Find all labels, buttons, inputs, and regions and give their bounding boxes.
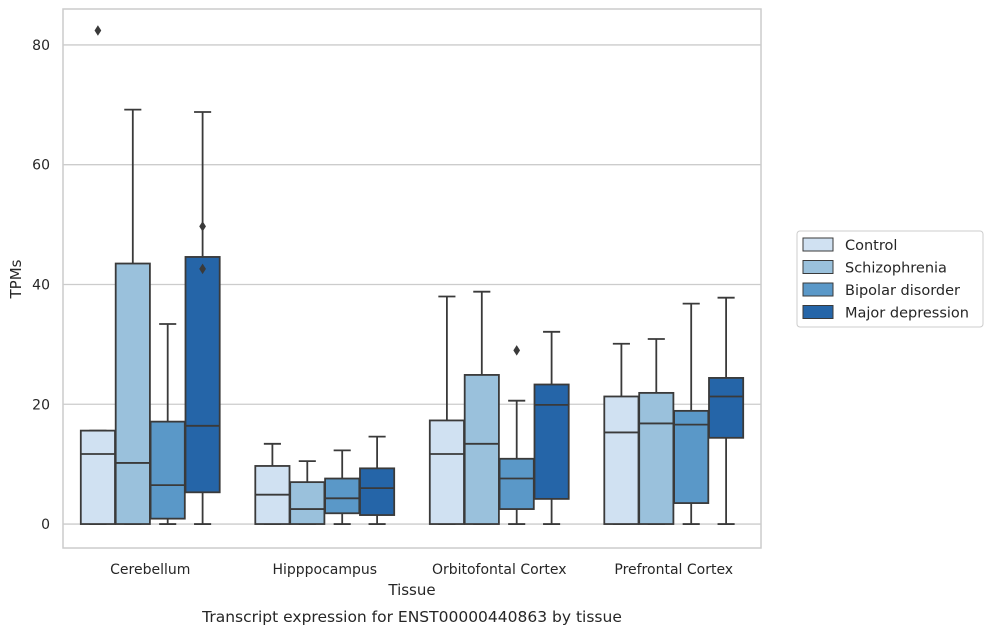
box-iqr [114,262,151,525]
box-iqr [498,457,535,510]
box-bipolar-disorder [498,345,535,525]
box-iqr [184,256,221,494]
legend-swatch [802,260,834,274]
box-iqr [324,477,361,515]
box-major-depression [708,296,745,525]
box-bipolar-disorder [673,302,710,525]
box-major-depression [359,435,396,525]
outlier-point [513,345,521,356]
y-tick-labels: 0 20 40 60 80 [32,38,50,533]
outlier-point [199,263,206,275]
x-tick-label: Prefrontal Cortex [614,562,733,578]
box-schizophrenia [638,338,675,525]
legend-swatch [802,282,834,297]
box-iqr [603,395,640,525]
legend-frame [796,230,984,328]
box-control [428,295,465,525]
legend-swatch [802,237,834,252]
box-schizophrenia [114,108,151,525]
y-tick-label: 20 [32,397,50,413]
box-iqr [638,391,675,525]
box-iqr [149,420,186,520]
y-axis-label: TPMs [7,259,25,299]
legend-label: Schizophrenia [845,261,947,277]
y-tick-label: 0 [41,517,50,533]
box-major-depression [533,330,570,525]
box-iqr [359,467,396,516]
x-axis-label: Tissue [387,581,435,599]
legend: Control Schizophrenia Bipolar disorder Majo… [796,230,984,328]
box-iqr [428,419,465,525]
box-iqr [463,374,500,525]
legend-label: Bipolar disorder [845,283,960,299]
box-control [79,25,116,525]
outlier-point [199,221,206,232]
box-major-depression [184,111,221,525]
box-bipolar-disorder [324,449,361,525]
y-tick-label: 80 [32,38,50,54]
legend-label: Major depression [845,306,969,322]
y-tick-label: 40 [32,277,50,293]
x-tick-label: Hipppocampus [272,562,377,578]
x-tick-labels: Cerebellum Hipppocampus Orbitofontal Corte… [110,562,733,578]
box-schizophrenia [463,290,500,525]
box-control [254,442,291,525]
box-iqr [289,481,326,525]
outlier-point [94,25,102,36]
x-tick-label: Cerebellum [110,562,190,578]
x-tick-label: Orbitofontal Cortex [432,562,567,578]
y-tick-label: 60 [32,158,50,174]
box-iqr [533,383,570,500]
legend-swatch [802,305,834,319]
box-iqr [708,377,745,439]
box-iqr [673,409,710,504]
box-series [79,25,745,525]
box-iqr [79,429,116,525]
chart-caption: Transcript expression for ENST0000044086… [201,608,622,626]
legend-label: Control [845,238,897,254]
